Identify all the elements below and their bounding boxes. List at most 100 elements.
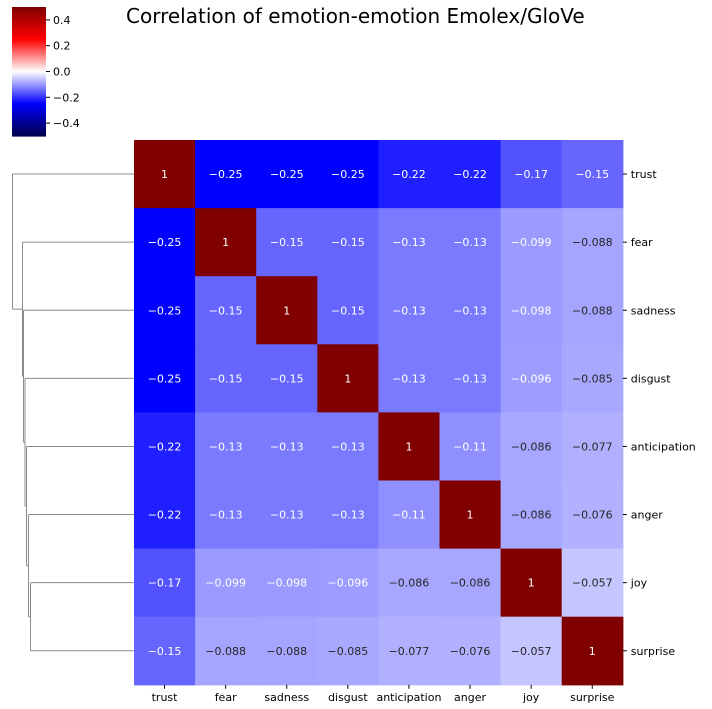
heatmap-cell [561,412,624,482]
colorbar-segment [12,129,46,132]
cell-annotation: −0.13 [453,304,487,317]
colorbar-segment [12,98,46,101]
cell-annotation: −0.13 [209,509,243,522]
heatmap-cell [317,548,379,618]
colorbar-segment [12,119,46,122]
chart-title: Correlation of emotion-emotion Emolex/Gl… [126,4,585,28]
cell-annotation: −0.099 [511,236,552,249]
heatmap-cell [561,276,624,345]
col-label: fear [215,691,237,704]
colorbar-segment [12,105,46,108]
colorbar-segment [12,108,46,110]
heatmap-cell [439,616,502,686]
colorbar-segment [12,111,46,113]
heatmap-cell [195,412,257,482]
heatmap-cell [439,480,502,550]
colorbar-segment [12,17,46,20]
colorbar-segment [12,117,46,120]
colorbar-segment [12,83,46,85]
cell-annotation: −0.13 [270,509,304,522]
colorbar-segment [12,94,46,96]
colorbar-segment [12,37,46,39]
heatmap-cell [561,344,624,413]
heatmap-cell [378,616,441,686]
heatmap-cell [317,412,379,482]
heatmap-cell [256,616,318,686]
heatmap-cell [500,276,563,345]
colorbar-segment [12,46,46,49]
colorbar-segment [12,11,46,13]
heatmap-cell [500,140,563,209]
colorbar-segment [12,118,46,121]
colorbar-segment [12,93,46,95]
cell-annotation: −0.15 [331,236,365,249]
cell-annotation: −0.25 [270,168,304,181]
cell-annotation: −0.22 [148,509,182,522]
heatmap-cell [134,616,196,686]
heatmap-cell [134,344,196,413]
colorbar-segment [12,59,46,62]
cell-annotation: 1 [222,236,229,249]
col-label: joy [522,691,540,704]
colorbar-segment [12,122,46,124]
cell-annotation: 1 [405,440,412,453]
cell-annotation: −0.13 [331,509,365,522]
colorbar-segment [12,97,46,99]
heatmap-cell [378,548,441,618]
colorbar-segment [12,56,46,59]
colorbar-segment [12,127,46,130]
colorbar-segment [12,91,46,94]
cell-annotation: −0.25 [148,236,182,249]
cell-annotation: −0.077 [572,440,613,453]
colorbar-segment [12,70,46,73]
colorbar-segment [12,87,46,90]
colorbar-segment [12,45,46,48]
cell-annotation: −0.13 [453,236,487,249]
cell-annotation: −0.076 [450,645,491,658]
colorbar-segment [12,67,46,69]
cell-annotation: −0.098 [511,304,552,317]
colorbar-segment [12,104,46,107]
cell-annotation: −0.15 [209,304,243,317]
colorbar-segment [12,52,46,54]
cell-annotation: 1 [528,577,535,590]
colorbar-tick-label: −0.4 [53,117,80,130]
heatmap-cell [500,548,563,618]
colorbar-segment [12,68,46,70]
heatmap-cell [561,208,624,277]
row-label: disgust [631,372,671,385]
heatmap-cell [317,276,379,345]
colorbar-segment [12,30,46,33]
cell-annotation: −0.11 [392,509,426,522]
cell-annotation: −0.22 [148,440,182,453]
cell-annotation: −0.096 [327,577,368,590]
cell-annotation: −0.13 [331,440,365,453]
colorbar-segment [12,7,46,9]
cell-annotation: −0.13 [270,440,304,453]
cell-annotation: 1 [344,372,351,385]
heatmap-cell [256,412,318,482]
colorbar-segment [12,60,46,63]
colorbar-segment [12,28,46,31]
colorbar-segment [12,12,46,15]
cell-annotation: −0.088 [572,236,613,249]
heatmap-cell [195,548,257,618]
colorbar-segment [12,63,46,66]
colorbar-segment [12,95,46,97]
heatmap-cell [134,276,196,345]
colorbar-segment [12,110,46,112]
colorbar-segment [12,51,46,53]
cell-annotation: −0.13 [209,440,243,453]
cell-annotation: −0.17 [514,168,548,181]
cell-annotation: −0.088 [266,645,307,658]
cell-annotation: −0.15 [270,236,304,249]
colorbar-segment [12,131,46,134]
colorbar-segment [12,80,46,82]
cell-annotation: 1 [283,304,290,317]
heatmap-cell [500,616,563,686]
colorbar-segment [12,77,46,80]
colorbar-segment [12,25,46,27]
heatmap-cell [439,208,502,277]
cell-annotation: 1 [161,168,168,181]
heatmap-cell [195,616,257,686]
